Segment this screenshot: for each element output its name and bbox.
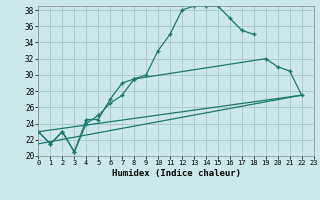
- X-axis label: Humidex (Indice chaleur): Humidex (Indice chaleur): [111, 169, 241, 178]
